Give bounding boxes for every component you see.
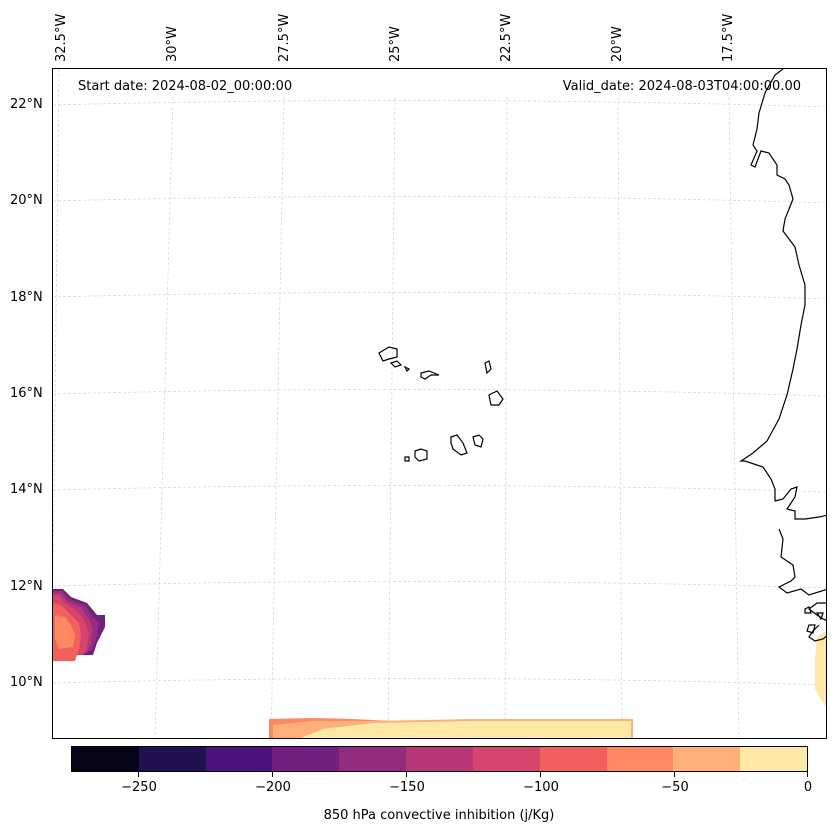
lat-label-20n: 20°N xyxy=(10,193,43,208)
lon-label-30w: 30°W xyxy=(165,26,180,62)
colorbar-segment xyxy=(673,747,741,771)
colorbar-segment xyxy=(740,747,807,771)
gridline-lon-17-5 xyxy=(728,96,740,738)
colorbar-tick-label: −200 xyxy=(255,780,291,795)
colorbar-segment xyxy=(205,747,273,771)
lon-label-25w: 25°W xyxy=(388,26,403,62)
colorbar-tick-label: 0 xyxy=(803,780,813,795)
island-sao-nicolau xyxy=(420,370,440,380)
island-brava xyxy=(404,456,410,462)
coastline-africa xyxy=(739,69,826,642)
colorbar-segment xyxy=(539,747,607,771)
gridline-lat-22 xyxy=(53,100,826,108)
gridline-lon-30 xyxy=(154,96,174,738)
gridline-lat-18 xyxy=(53,292,826,300)
island-bijagos-1 xyxy=(806,624,816,634)
cin-contours-east xyxy=(815,630,826,707)
island-sao-vicente xyxy=(389,360,403,368)
island-fogo xyxy=(414,448,428,462)
lat-label-12n: 12°N xyxy=(10,579,43,594)
gridlines xyxy=(53,69,826,738)
gridline-lon-20 xyxy=(617,96,623,738)
colorbar-tick-label: −250 xyxy=(121,780,157,795)
colorbar-tick xyxy=(540,772,541,777)
coastlines xyxy=(378,69,826,642)
gridline-lat-16 xyxy=(53,389,826,397)
island-boa-vista xyxy=(488,390,504,406)
colorbar-label: 850 hPa convective inhibition (j/Kg) xyxy=(323,808,555,823)
island-santa-luzia xyxy=(403,365,411,373)
colorbar-segment xyxy=(138,747,206,771)
cin-fill-west-6 xyxy=(55,615,75,649)
island-sal xyxy=(484,360,492,375)
gridline-lat-14 xyxy=(53,485,826,493)
colorbar-segment xyxy=(406,747,473,771)
colorbar-segment xyxy=(272,747,340,771)
island-bijagos-2 xyxy=(815,612,824,621)
valid-date-label: Valid_date: 2024-08-03T04:00:00.00 xyxy=(562,79,801,94)
colorbar-tick-label: −100 xyxy=(523,780,559,795)
colorbar-tick xyxy=(807,772,808,777)
gridline-lat-10 xyxy=(53,678,826,686)
lat-label-22n: 22°N xyxy=(10,97,43,112)
gridline-lon-25 xyxy=(387,96,396,738)
colorbar-segment xyxy=(72,747,139,771)
colorbar-tick xyxy=(406,772,407,777)
gridline-lon-27-5 xyxy=(270,96,285,738)
gridline-lat-12 xyxy=(53,581,826,589)
gridline-lon-22-5 xyxy=(504,96,508,738)
cin-fill-east xyxy=(815,630,826,707)
gridline-lon-32-5 xyxy=(53,69,60,606)
lon-label-27-5w: 27.5°W xyxy=(277,13,292,62)
island-bijagos-3 xyxy=(804,606,812,614)
map-canvas xyxy=(53,69,826,738)
colorbar-tick-label: −50 xyxy=(661,780,689,795)
lon-label-17-5w: 17.5°W xyxy=(721,13,736,62)
gridline-lat-20 xyxy=(53,196,826,204)
lon-label-20w: 20°W xyxy=(610,26,625,62)
colorbar-tick-label: −150 xyxy=(389,780,425,795)
map-panel xyxy=(52,68,827,739)
colorbar-tick xyxy=(674,772,675,777)
colorbar-tick xyxy=(272,772,273,777)
cin-contours-south xyxy=(269,718,633,738)
lat-label-18n: 18°N xyxy=(10,290,43,305)
cin-contours-west xyxy=(53,589,105,661)
lat-label-14n: 14°N xyxy=(10,482,43,497)
colorbar-segment xyxy=(472,747,540,771)
colorbar-segment xyxy=(606,747,674,771)
cin-fill-south-3 xyxy=(303,721,631,738)
island-santiago xyxy=(450,434,468,456)
colorbar-tick xyxy=(138,772,139,777)
lon-label-32-5w: 32.5°W xyxy=(54,13,69,62)
lat-label-16n: 16°N xyxy=(10,386,43,401)
island-santo-antao xyxy=(378,346,398,362)
colorbar-segment xyxy=(339,747,407,771)
colorbar xyxy=(71,746,808,772)
island-maio xyxy=(472,434,484,448)
lat-label-10n: 10°N xyxy=(10,675,43,690)
lon-label-22-5w: 22.5°W xyxy=(499,13,514,62)
start-date-label: Start date: 2024-08-02_00:00:00 xyxy=(78,79,293,94)
